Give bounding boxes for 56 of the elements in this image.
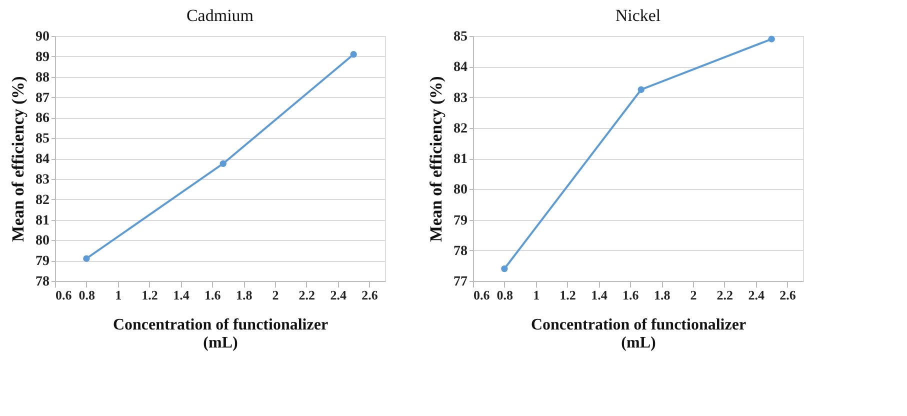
- y-tick-label: 82: [36, 192, 50, 208]
- y-tick-label: 88: [36, 70, 50, 86]
- x-tick-label: 2.4: [330, 288, 347, 302]
- x-tick-label: 0.6: [474, 288, 490, 302]
- x-axis-title: Concentration of functionalizer (mL): [530, 316, 746, 352]
- x-tick-label: 0.6: [56, 288, 72, 302]
- y-tick-label: 77: [454, 274, 468, 290]
- y-tick-label: 84: [454, 60, 468, 76]
- y-tick-label: 87: [36, 90, 50, 106]
- point: [83, 255, 90, 262]
- point: [350, 51, 357, 58]
- y-tick-label: 80: [454, 182, 468, 198]
- x-tick-label: 1: [115, 288, 122, 302]
- y-tick-label: 85: [454, 30, 468, 44]
- y-tick-label: 83: [454, 90, 468, 106]
- point: [220, 160, 226, 167]
- point: [501, 265, 508, 272]
- x-tick-label: 1.2: [142, 288, 158, 302]
- x-tick-label: 2: [690, 288, 697, 302]
- x-tick-label: 1.4: [173, 288, 190, 302]
- x-axis-title: Concentration of functionalizer (mL): [112, 316, 328, 352]
- x-tick-label: 1.2: [560, 288, 576, 302]
- y-tick-label: 85: [36, 132, 50, 147]
- y-axis-title: Mean of efficiency (%): [426, 76, 446, 242]
- y-tick-label: 80: [36, 234, 50, 249]
- y-tick-label: 84: [36, 152, 50, 167]
- x-tick-label: 2.6: [780, 288, 796, 302]
- x-tick-label: 2: [272, 288, 279, 302]
- y-tick-label: 82: [454, 121, 468, 136]
- y-tick-label: 90: [36, 30, 50, 44]
- y-tick-label: 78: [36, 274, 50, 290]
- y-axis-title: Mean of efficiency (%): [8, 76, 28, 242]
- y-tick-label: 83: [36, 172, 50, 188]
- x-tick-label: 2.2: [716, 288, 734, 302]
- y-tick-label: 81: [454, 152, 468, 167]
- point: [768, 36, 775, 42]
- x-tick-label: 0.8: [496, 288, 514, 302]
- x-tick-label: 0.8: [78, 288, 96, 302]
- chart-title: Nickel: [615, 6, 661, 25]
- y-tick-label: 89: [36, 50, 50, 65]
- x-tick-label: 1.8: [654, 288, 671, 302]
- x-tick-label: 1.6: [622, 288, 640, 302]
- x-tick-label: 2.2: [298, 288, 316, 302]
- chart-title: Cadmium: [186, 6, 254, 25]
- y-tick-label: 81: [36, 213, 50, 228]
- y-tick-label: 79: [36, 254, 50, 270]
- point: [638, 86, 644, 93]
- y-tick-label: 78: [454, 244, 468, 259]
- x-tick-label: 1.6: [204, 288, 222, 302]
- x-tick-label: 1: [533, 288, 540, 302]
- y-tick-label: 79: [454, 213, 468, 228]
- x-tick-label: 2.4: [748, 288, 765, 302]
- y-tick-label: 86: [36, 111, 50, 126]
- x-tick-label: 1.8: [236, 288, 253, 302]
- x-tick-label: 2.6: [362, 288, 378, 302]
- x-tick-label: 1.4: [591, 288, 608, 302]
